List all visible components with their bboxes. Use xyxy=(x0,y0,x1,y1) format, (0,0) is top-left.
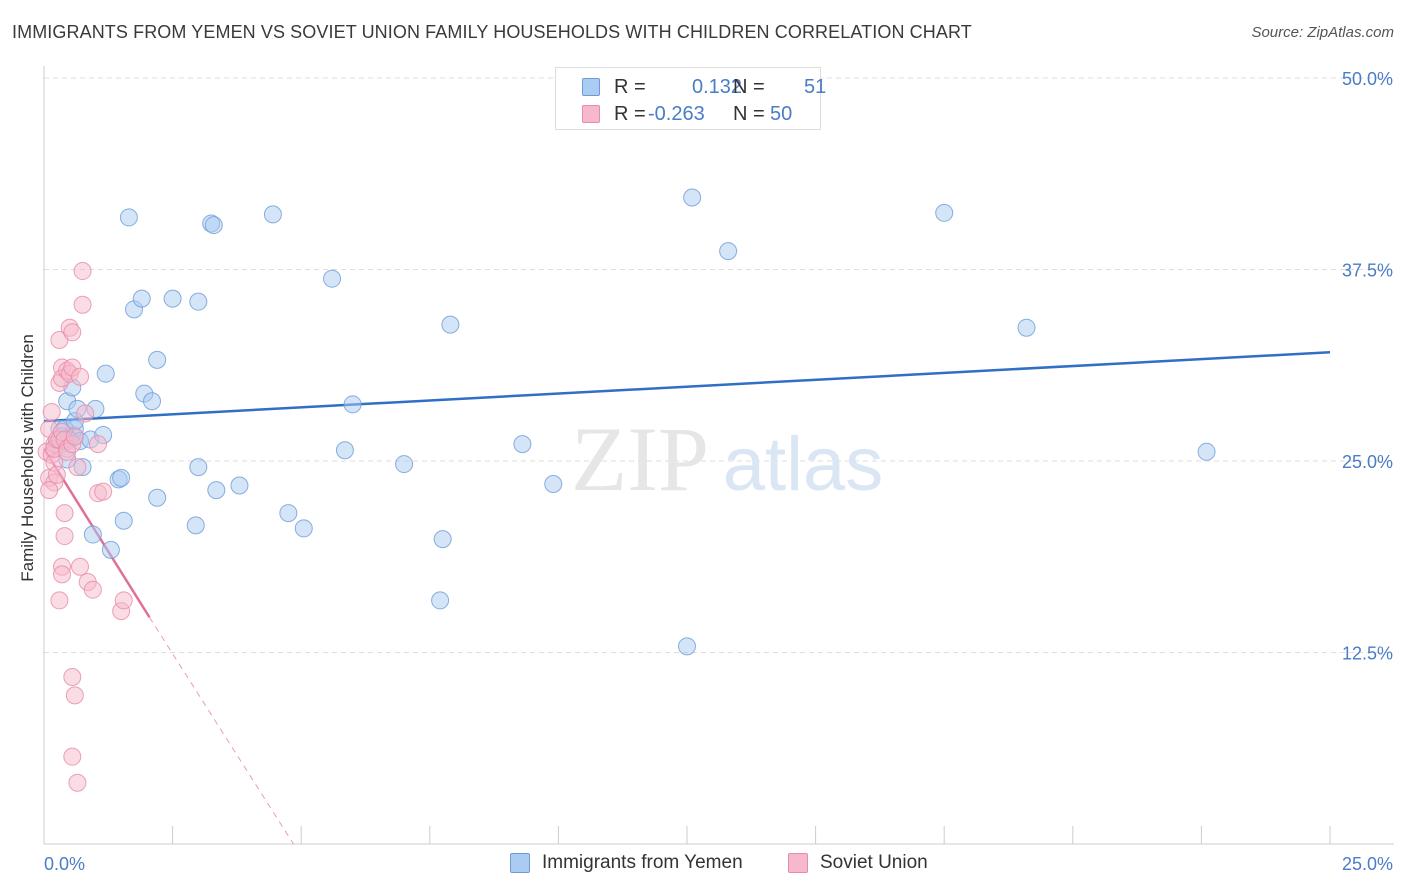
series-swatch-soviet xyxy=(788,853,808,873)
watermark: ZIP atlas xyxy=(571,408,883,510)
point-yemen xyxy=(83,525,102,544)
tick-labels: 12.5% 25.0% 37.5% 50.0% 0.0% 25.0% xyxy=(44,69,1393,874)
point-soviet xyxy=(53,565,72,584)
point-soviet xyxy=(55,527,74,546)
point-soviet xyxy=(68,773,87,792)
point-soviet xyxy=(50,591,69,610)
point-soviet xyxy=(40,481,59,500)
source-label: Source: ZipAtlas.com xyxy=(1251,24,1394,41)
point-yemen xyxy=(207,481,226,500)
point-soviet xyxy=(65,427,84,446)
legend-n-value: 51 xyxy=(804,76,827,98)
point-yemen xyxy=(230,476,249,495)
point-yemen xyxy=(186,516,205,535)
point-yemen xyxy=(1017,318,1036,337)
series-label-soviet: Soviet Union xyxy=(820,852,928,873)
point-soviet xyxy=(63,668,82,687)
point-soviet xyxy=(47,465,66,484)
legend-row-soviet: R = -0.263 N = 50 xyxy=(556,101,820,127)
point-soviet xyxy=(63,323,82,342)
point-yemen xyxy=(433,530,452,549)
point-yemen xyxy=(112,468,131,487)
point-yemen xyxy=(683,188,702,207)
legend-row-yemen: R = 0.132 N = 51 xyxy=(556,74,826,100)
watermark-zip: ZIP xyxy=(571,408,709,510)
point-yemen xyxy=(148,350,167,369)
gridlines xyxy=(44,77,1394,653)
point-yemen xyxy=(441,315,460,334)
axes xyxy=(43,66,1394,845)
point-yemen xyxy=(96,364,115,383)
point-soviet xyxy=(71,367,90,386)
point-soviet xyxy=(73,295,92,314)
legend-swatch-yemen xyxy=(582,78,600,96)
data-points xyxy=(37,188,1216,792)
legend-r-value: 0.132 xyxy=(692,76,743,98)
point-soviet xyxy=(83,580,102,599)
point-yemen xyxy=(513,435,532,454)
stats-legend: R = 0.132 N = 51 R = -0.263 N = 50 xyxy=(555,67,826,130)
series-label-yemen: Immigrants from Yemen xyxy=(542,852,743,873)
point-yemen xyxy=(163,289,182,308)
point-yemen xyxy=(132,289,151,308)
point-soviet xyxy=(76,404,95,423)
point-soviet xyxy=(68,458,87,477)
point-yemen xyxy=(204,216,223,235)
legend-n-label: N = xyxy=(733,103,765,125)
point-soviet xyxy=(55,504,74,523)
point-yemen xyxy=(263,205,282,224)
point-yemen xyxy=(323,269,342,288)
trend-line-yemen xyxy=(43,350,1331,423)
legend-n-value: 50 xyxy=(770,103,793,125)
x-tick-label: 25.0% xyxy=(1342,854,1393,874)
point-soviet xyxy=(73,262,92,281)
point-yemen xyxy=(395,455,414,474)
chart-title: IMMIGRANTS FROM YEMEN VS SOVIET UNION FA… xyxy=(12,22,972,42)
point-yemen xyxy=(189,458,208,477)
y-tick-label: 12.5% xyxy=(1342,644,1393,664)
series-swatch-yemen xyxy=(510,853,530,873)
point-yemen xyxy=(678,637,696,656)
series-legend: Immigrants from Yemen Soviet Union xyxy=(0,852,1406,878)
point-soviet xyxy=(42,402,61,421)
point-soviet xyxy=(114,591,133,610)
point-yemen xyxy=(294,519,313,538)
y-tick-label: 37.5% xyxy=(1342,261,1393,281)
point-soviet xyxy=(63,747,82,766)
legend-n-label: N = xyxy=(733,76,765,98)
point-yemen xyxy=(544,474,563,493)
point-yemen xyxy=(935,203,954,222)
point-yemen xyxy=(719,242,738,261)
point-soviet xyxy=(71,557,90,576)
point-soviet xyxy=(94,482,113,501)
point-soviet xyxy=(65,686,84,705)
point-soviet xyxy=(89,435,108,454)
point-yemen xyxy=(431,591,450,610)
point-yemen xyxy=(335,441,354,460)
point-yemen xyxy=(101,540,120,559)
point-yemen xyxy=(148,488,167,507)
x-tick-label: 0.0% xyxy=(44,854,85,874)
point-yemen xyxy=(189,292,208,311)
point-yemen xyxy=(114,511,133,530)
y-tick-label: 50.0% xyxy=(1342,69,1393,89)
point-yemen xyxy=(143,392,162,411)
legend-r-value: -0.263 xyxy=(648,103,705,125)
legend-swatch-soviet xyxy=(582,105,600,123)
y-tick-label: 25.0% xyxy=(1342,452,1393,472)
point-yemen xyxy=(343,395,362,414)
watermark-atlas: atlas xyxy=(723,422,884,507)
point-yemen xyxy=(1197,442,1216,461)
point-yemen xyxy=(119,208,138,227)
point-yemen xyxy=(279,504,298,523)
legend-r-label: R = xyxy=(614,76,646,98)
legend-r-label: R = xyxy=(614,103,646,125)
trend-line-soviet-extrapolated xyxy=(149,616,294,845)
